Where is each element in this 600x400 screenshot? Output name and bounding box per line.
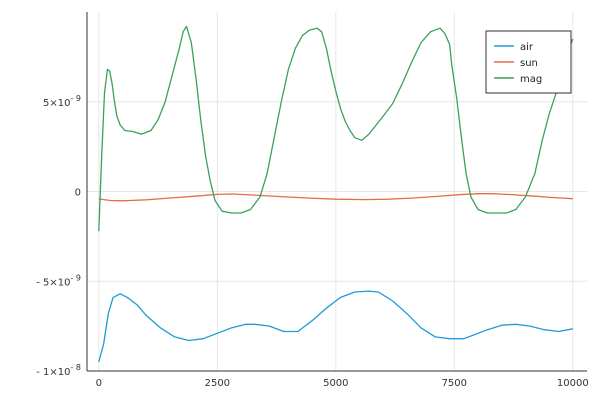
y-tick-label: - 5×10- 9	[36, 273, 81, 288]
legend: air sun mag	[485, 30, 572, 94]
legend-label-mag: mag	[520, 74, 542, 85]
y-tick-exponent: - 9	[70, 273, 81, 282]
y-tick-exponent: - 9	[70, 94, 81, 103]
x-tick-label: 0	[96, 378, 102, 389]
y-tick-label: - 1×10- 8	[36, 363, 81, 378]
x-tick-label: 5000	[323, 378, 348, 389]
y-tick-labels: - 1×10- 8- 5×10- 905×10- 9	[36, 94, 81, 378]
legend-label-air: air	[520, 42, 534, 53]
series-line-sun	[98, 193, 573, 202]
y-tick-mantissa: 5×10	[43, 98, 70, 109]
x-tick-label: 10000	[557, 378, 589, 389]
y-tick-label: 5×10- 9	[43, 94, 81, 109]
x-tick-labels: 0 2500 5000 7500 10000	[96, 378, 589, 389]
x-tick-label: 7500	[442, 378, 467, 389]
y-tick-mantissa: - 5×10	[36, 277, 70, 288]
y-tick-exponent: - 8	[70, 363, 81, 372]
legend-label-sun: sun	[520, 58, 538, 69]
axes	[86, 12, 587, 372]
x-tick-label: 2500	[205, 378, 230, 389]
y-tick-label: 0	[75, 188, 81, 199]
series-lines	[98, 25, 574, 363]
y-tick-mantissa: - 1×10	[36, 367, 70, 378]
y-tick-mantissa: 0	[75, 188, 81, 199]
series-line-mag	[98, 25, 574, 232]
series-line-air	[98, 290, 573, 363]
